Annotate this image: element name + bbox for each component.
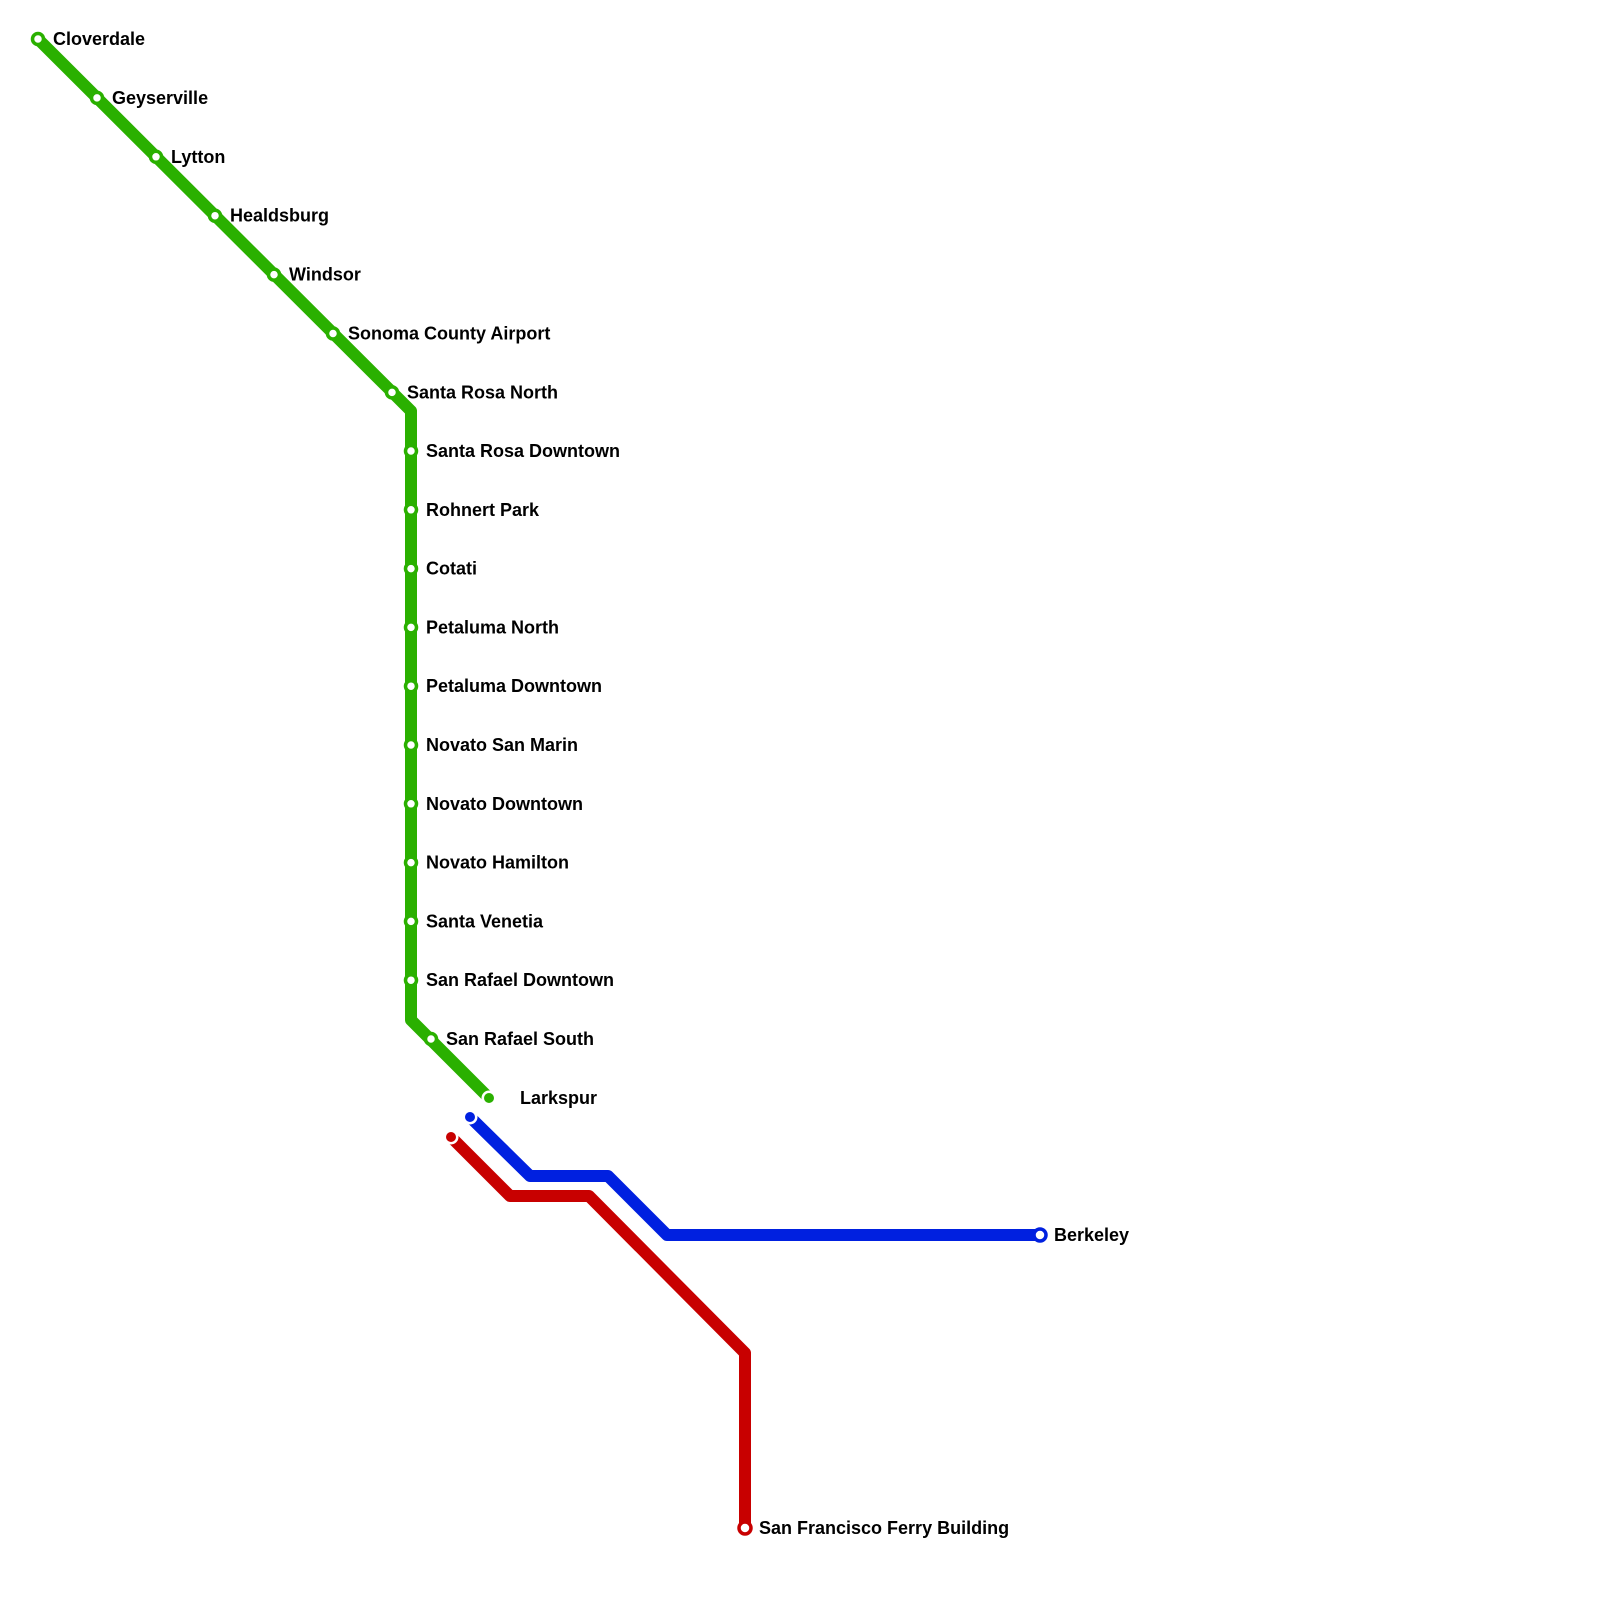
station-marker-icon [403, 914, 419, 929]
station-label: Novato Downtown [426, 794, 583, 814]
station-label: Cloverdale [53, 29, 145, 49]
station-label: Novato San Marin [426, 735, 578, 755]
station-label: Geyserville [112, 88, 208, 108]
station-novato-san-marin[interactable]: Novato San Marin [403, 735, 579, 755]
station-marker-icon [325, 326, 341, 341]
station-marker-icon [30, 31, 46, 47]
station-novato-hamilton[interactable]: Novato Hamilton [403, 853, 570, 873]
station-santa-rosa-north[interactable]: Santa Rosa North [384, 382, 559, 402]
stations-layer: Cloverdale Geyserville Lytton Healdsburg Win… [30, 29, 1048, 1536]
station-label: Novato Hamilton [426, 853, 569, 873]
station-label: Lytton [171, 147, 225, 167]
station-label: Santa Venetia [426, 911, 544, 931]
station-sonoma-county-airport[interactable]: Sonoma County Airport [325, 324, 551, 344]
station-marker-icon [403, 502, 419, 518]
station-geyserville[interactable]: Geyserville [89, 88, 209, 108]
station-marker-icon [403, 855, 419, 870]
station-marker-icon [266, 267, 282, 282]
station-windsor[interactable]: Windsor [266, 265, 361, 285]
station-san-rafael-south[interactable]: San Rafael South [423, 1029, 595, 1049]
blue-line [465, 1112, 1040, 1241]
station-santa-rosa-downtown[interactable]: Santa Rosa Downtown [403, 441, 621, 461]
station-marker-icon [423, 1031, 439, 1047]
station-marker-icon [403, 796, 419, 812]
station-marker-icon [89, 90, 105, 106]
blue-terminus-marker-icon[interactable] [465, 1112, 475, 1122]
station-petaluma-north[interactable]: Petaluma North [403, 617, 560, 637]
station-label: Petaluma North [426, 617, 559, 637]
station-label: Rohnert Park [426, 500, 540, 520]
lines-layer [33, 34, 1040, 1528]
station-label: Healdsburg [230, 206, 329, 226]
station-label: Windsor [289, 265, 361, 285]
station-label-san-francisco-ferry-building: San Francisco Ferry Building [759, 1518, 1009, 1538]
station-marker-sf-ferry-icon[interactable] [737, 1520, 753, 1536]
green-terminus-marker-icon[interactable] [484, 1093, 494, 1103]
station-label: Santa Rosa Downtown [426, 441, 620, 461]
station-marker-icon [403, 737, 419, 753]
station-label-berkeley: Berkeley [1054, 1225, 1129, 1245]
station-label-larkspur: Larkspur [520, 1088, 597, 1108]
station-label: Sonoma County Airport [348, 324, 550, 344]
station-lytton[interactable]: Lytton [148, 147, 226, 167]
station-label: Petaluma Downtown [426, 676, 602, 696]
station-marker-icon [148, 149, 164, 165]
station-healdsburg[interactable]: Healdsburg [207, 206, 330, 226]
station-marker-icon [403, 678, 419, 694]
station-rohnert-park[interactable]: Rohnert Park [403, 500, 541, 520]
station-cotati[interactable]: Cotati [403, 559, 478, 579]
station-label: Cotati [426, 559, 477, 579]
station-marker-icon [384, 385, 400, 400]
station-novato-downtown[interactable]: Novato Downtown [403, 794, 583, 814]
station-label: San Rafael Downtown [426, 970, 614, 990]
station-label: San Rafael South [446, 1029, 594, 1049]
station-marker-icon [403, 443, 419, 459]
station-santa-venetia[interactable]: Santa Venetia [403, 911, 545, 931]
station-marker-icon [207, 208, 223, 223]
red-line [446, 1132, 751, 1528]
green-line [33, 34, 494, 1103]
station-petaluma-downtown[interactable]: Petaluma Downtown [403, 676, 603, 696]
red-terminus-marker-icon[interactable] [446, 1132, 456, 1142]
station-cloverdale[interactable]: Cloverdale [30, 29, 146, 49]
station-marker-icon [403, 972, 419, 988]
station-label: Santa Rosa North [407, 382, 558, 402]
station-marker-berkeley-icon[interactable] [1032, 1227, 1048, 1243]
station-marker-icon [403, 561, 419, 576]
station-san-rafael-downtown[interactable]: San Rafael Downtown [403, 970, 615, 990]
station-marker-icon [403, 620, 419, 635]
